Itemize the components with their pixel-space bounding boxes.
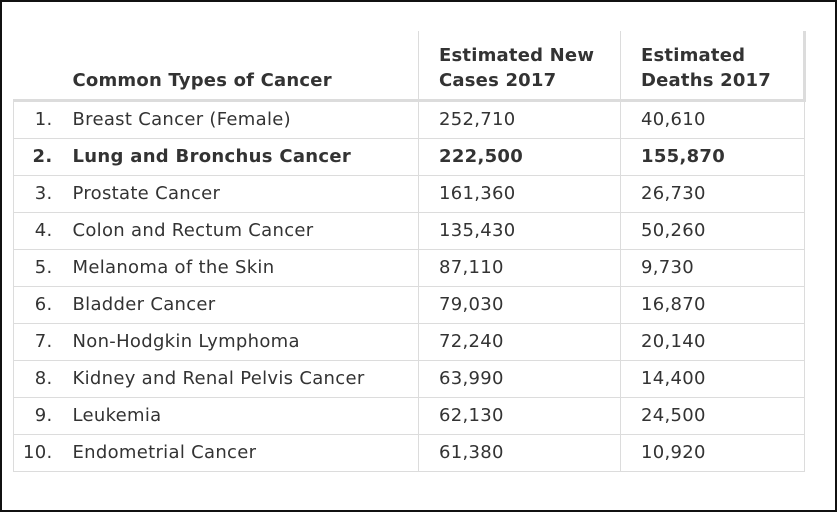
row-rank: 10. [13,434,72,472]
row-new-cases: 79,030 [418,286,621,324]
header-cancer-type: Common Types of Cancer [71,31,419,102]
row-rank: 9. [13,397,72,435]
row-new-cases: 161,360 [418,175,621,213]
row-cancer-type: Prostate Cancer [71,175,419,213]
row-new-cases: 63,990 [418,360,621,398]
row-deaths: 10,920 [620,434,805,472]
table-row: 5. Melanoma of the Skin 87,110 9,730 [13,249,805,287]
row-deaths: 20,140 [620,323,805,361]
header-row: Common Types of Cancer Estimated New Cas… [13,31,806,102]
row-deaths: 16,870 [620,286,805,324]
table-row: 9. Leukemia 62,130 24,500 [13,397,805,435]
row-rank: 8. [13,360,72,398]
row-new-cases: 135,430 [418,212,621,250]
cancer-statistics-table: Common Types of Cancer Estimated New Cas… [13,31,806,472]
row-deaths: 14,400 [620,360,805,398]
header-estimated-new-cases: Estimated New Cases 2017 [418,31,621,102]
row-deaths: 24,500 [620,397,805,435]
row-rank: 4. [13,212,72,250]
table-row: 1. Breast Cancer (Female) 252,710 40,610 [13,100,805,139]
row-cancer-type: Leukemia [71,397,419,435]
table-row: 8. Kidney and Renal Pelvis Cancer 63,990 14… [13,360,805,398]
row-cancer-type: Endometrial Cancer [71,434,419,472]
row-cancer-type: Melanoma of the Skin [71,249,419,287]
row-new-cases: 222,500 [418,138,621,176]
table-row: 7. Non-Hodgkin Lymphoma 72,240 20,140 [13,323,805,361]
row-rank: 2. [13,138,72,176]
row-cancer-type: Non-Hodgkin Lymphoma [71,323,419,361]
table-row: 10. Endometrial Cancer 61,380 10,920 [13,434,805,472]
row-deaths: 40,610 [620,100,805,139]
table-row: 3. Prostate Cancer 161,360 26,730 [13,175,805,213]
row-deaths: 155,870 [620,138,805,176]
row-deaths: 50,260 [620,212,805,250]
row-new-cases: 252,710 [418,100,621,139]
row-new-cases: 72,240 [418,323,621,361]
table-header: Common Types of Cancer Estimated New Cas… [13,31,806,102]
header-rank [13,31,72,102]
row-rank: 3. [13,175,72,213]
header-estimated-deaths: Estimated Deaths 2017 [620,31,806,102]
row-cancer-type: Kidney and Renal Pelvis Cancer [71,360,419,398]
row-deaths: 9,730 [620,249,805,287]
row-rank: 1. [13,100,72,139]
row-cancer-type: Lung and Bronchus Cancer [71,138,419,176]
table-row: 6. Bladder Cancer 79,030 16,870 [13,286,805,324]
row-deaths: 26,730 [620,175,805,213]
row-rank: 7. [13,323,72,361]
table-row: 4. Colon and Rectum Cancer 135,430 50,260 [13,212,805,250]
row-cancer-type: Bladder Cancer [71,286,419,324]
row-new-cases: 62,130 [418,397,621,435]
table-row: 2. Lung and Bronchus Cancer 222,500 155,870 [13,138,805,176]
row-cancer-type: Breast Cancer (Female) [71,100,419,139]
row-new-cases: 87,110 [418,249,621,287]
table-body: 1. Breast Cancer (Female) 252,710 40,610 2. L… [13,100,805,472]
row-rank: 6. [13,286,72,324]
row-rank: 5. [13,249,72,287]
row-new-cases: 61,380 [418,434,621,472]
row-cancer-type: Colon and Rectum Cancer [71,212,419,250]
